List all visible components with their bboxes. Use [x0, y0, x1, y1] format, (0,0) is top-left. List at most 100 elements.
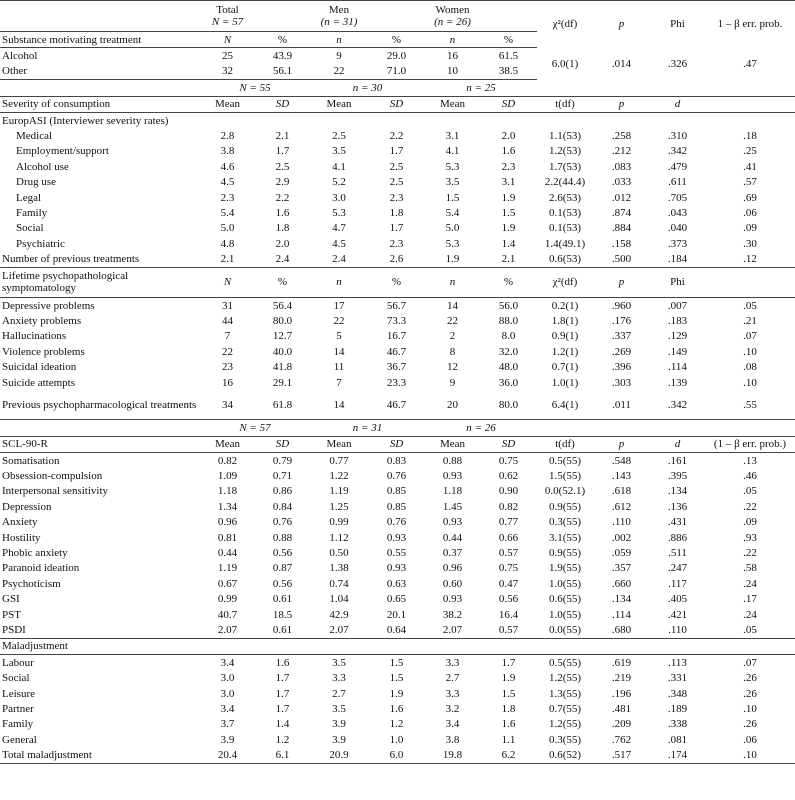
cell: 0.61 [272, 593, 293, 606]
cell: 4.1 [445, 145, 460, 158]
cell: .110 [612, 516, 631, 529]
cell: 18.5 [272, 608, 293, 621]
cell: .479 [667, 160, 688, 173]
cell: .26 [743, 718, 757, 731]
cell: n = 30 [310, 79, 425, 97]
table-row: Hallucinations 7 12.7 5 16.7 2 8.0 0.9(1) .337 .1… [0, 329, 795, 344]
table-row: Psychiatric 4.8 2.0 4.5 2.3 5.3 1.4 1.4(49.1) .1… [0, 236, 795, 251]
cell: .196 [611, 687, 632, 700]
cell: SD [255, 436, 310, 453]
row-label: Severity of consumption [0, 96, 200, 113]
cell: 1.6 [501, 145, 516, 158]
row-label: General [2, 733, 37, 746]
empty-cell [425, 112, 480, 128]
cell: 0.44 [442, 531, 463, 544]
cell: 0.93 [442, 516, 463, 529]
cell: n [310, 31, 368, 49]
cell: t(df) [537, 436, 593, 453]
table-row: N = 55 n = 30 n = 25 [0, 79, 795, 97]
cell: 46.7 [368, 390, 425, 421]
cell: 2.3 [389, 191, 404, 204]
cell: p [593, 267, 650, 298]
row-label: Suicide attempts [2, 376, 76, 389]
cell: % [480, 31, 537, 49]
cell: 3.0 [220, 672, 235, 685]
group-size: (n = 31) [320, 16, 358, 28]
row-label: EuropASI (Interviewer severity rates) [2, 114, 169, 127]
cell: .348 [667, 687, 688, 700]
header-empty [255, 0, 310, 32]
cell: 0.1(53) [548, 222, 582, 235]
cell: .680 [593, 622, 650, 639]
cell: 0.96 [442, 562, 463, 575]
cell: 0.50 [329, 547, 349, 560]
cell: 0.83 [386, 454, 407, 467]
cell: 5.3 [445, 160, 460, 173]
cell: 1.6 [275, 206, 290, 219]
row-label: Lifetime psychopathological symptomatolo… [0, 267, 200, 298]
cell: 3.0 [220, 687, 235, 700]
cell: 0.96 [217, 516, 238, 529]
cell: 1.5(55) [548, 470, 582, 483]
cell: .083 [611, 160, 632, 173]
cell: 1.8 [501, 702, 516, 715]
cell: .184 [650, 251, 705, 268]
cell: .05 [743, 299, 757, 312]
table-row: Previous psychopharmacological treatment… [0, 390, 795, 421]
cell: 80.0 [272, 314, 293, 327]
row-label: GSI [2, 593, 20, 606]
row-label: Previous psychopharmacological treatment… [0, 390, 200, 421]
cell: 1.6 [275, 656, 290, 669]
cell: 0.56 [272, 547, 293, 560]
cell: 1.8(1) [551, 314, 579, 327]
stat-header: Phi [670, 18, 685, 31]
cell: .548 [611, 454, 632, 467]
table-row: Social 3.0 1.7 3.3 1.5 2.7 1.9 1.2(55) .219 .331.… [0, 670, 795, 685]
cell: .081 [667, 733, 688, 746]
row-label: Suicidal ideation [2, 361, 77, 374]
cell: 1.9 [501, 191, 516, 204]
table-row: N = 57 n = 31 n = 26 [0, 419, 795, 437]
cell: 0.7(55) [548, 702, 582, 715]
table-row: Substance motivating treatment N% n% n% [0, 31, 795, 49]
cell: 2.3 [220, 191, 235, 204]
cell: 0.84 [272, 500, 293, 513]
cell: 0.1(53) [548, 206, 582, 219]
empty-cell [425, 638, 480, 656]
cell: 1.22 [329, 470, 349, 483]
header-empty [0, 0, 200, 32]
cell: .331 [667, 672, 688, 685]
cell: 0.37 [442, 547, 463, 560]
header-empty [480, 0, 537, 32]
cell: .342 [650, 390, 705, 421]
row-label: Substance motivating treatment [0, 31, 200, 49]
cell: .136 [667, 500, 688, 513]
cell: 1.2 [389, 718, 404, 731]
cell: .22 [743, 500, 757, 513]
cell: 11 [333, 361, 345, 374]
cell: 0.81 [217, 531, 238, 544]
cell: .338 [667, 718, 688, 731]
cell: 0.56 [498, 593, 519, 606]
cell: .114 [612, 608, 631, 621]
row-label: Leisure [2, 687, 35, 700]
cell: .139 [667, 376, 688, 389]
cell: 2.7 [332, 687, 346, 700]
cell: 6.0 [368, 747, 425, 764]
cell: 0.85 [386, 485, 407, 498]
cell: 1.8 [389, 206, 404, 219]
row-label: Paranoid ideation [2, 562, 80, 575]
row-label: Anxiety problems [2, 314, 82, 327]
row-label: Labour [2, 656, 34, 669]
cell: 2.1 [200, 251, 255, 268]
table-row: Interpersonal sensitivity 1.18 0.86 1.19 0.8… [0, 484, 795, 499]
cell: .481 [611, 702, 632, 715]
cell: 22 [333, 314, 345, 327]
cell: 2.0 [275, 237, 290, 250]
cell: Mean [425, 436, 480, 453]
cell: 1.6 [501, 718, 516, 731]
table-row: Paranoid ideation 1.19 0.87 1.38 0.93 0.96 0.7… [0, 561, 795, 576]
cell: 0.60 [442, 577, 463, 590]
cell: 0.76 [272, 516, 293, 529]
cell: n = 26 [425, 419, 537, 437]
